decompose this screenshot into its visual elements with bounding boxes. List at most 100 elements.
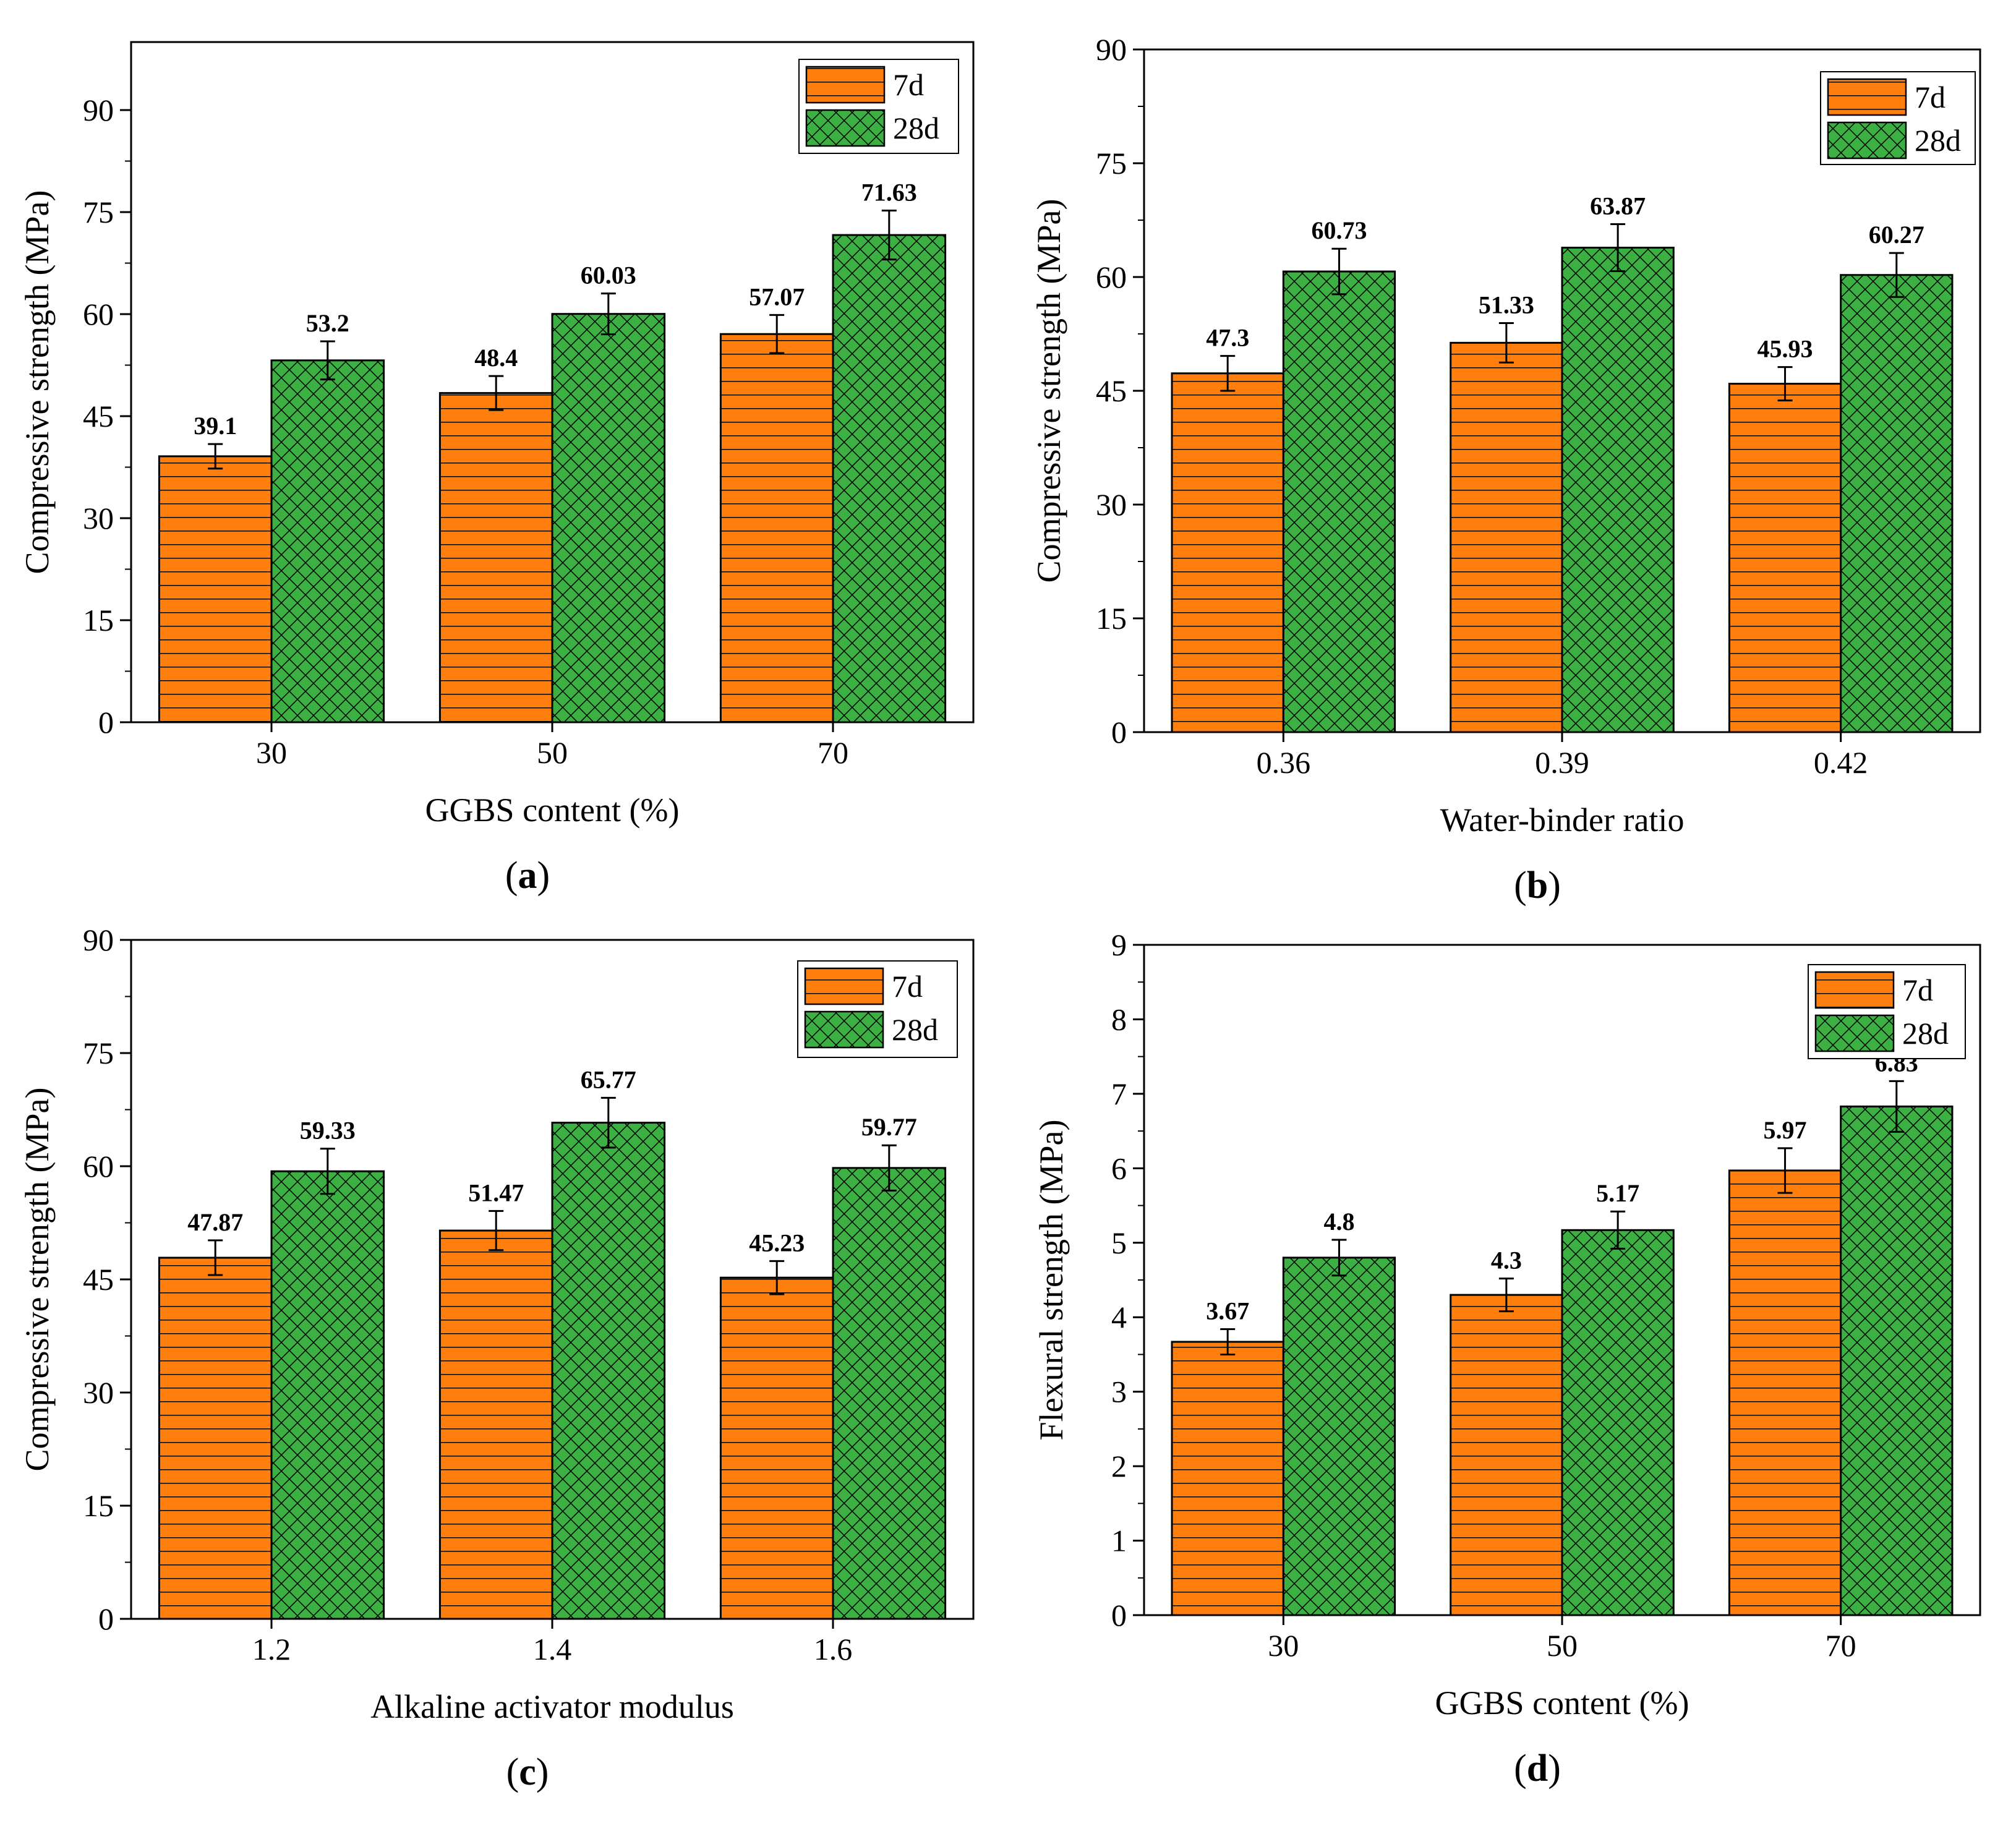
- y-axis-title: Compressive strength (MPa): [1030, 199, 1067, 583]
- x-tick-label: 0.36: [1257, 745, 1311, 780]
- value-label: 63.87: [1590, 192, 1646, 220]
- y-tick-label: 75: [83, 1036, 114, 1070]
- panel-label: (a): [505, 855, 550, 897]
- bar-28d-70: [832, 234, 947, 723]
- panel-b: 47.3 60.73 0.36 51.33 63.87 0.39 45.93 60.27 0.4…: [1030, 32, 1981, 907]
- y-tick-label: 7: [1111, 1077, 1127, 1111]
- value-label: 5.17: [1596, 1179, 1639, 1207]
- panel-d: 3.674.8304.35.17505.976.83700123456789GG…: [1033, 928, 1981, 1790]
- y-tick-label: 60: [1096, 260, 1127, 294]
- legend-swatch-28d: [804, 1010, 884, 1049]
- x-tick-label: 50: [537, 735, 568, 770]
- x-tick-label: 30: [256, 735, 287, 770]
- x-axis-title: GGBS content (%): [425, 791, 680, 829]
- legend-swatch-28d: [1814, 1014, 1895, 1052]
- legend-swatch-28d: [805, 109, 886, 147]
- value-label: 3.67: [1206, 1297, 1249, 1325]
- value-label: 59.77: [861, 1113, 917, 1141]
- y-tick-label: 90: [83, 93, 114, 127]
- value-label: 45.93: [1758, 335, 1813, 363]
- y-tick-label: 75: [83, 195, 114, 229]
- bar-28d-1.4: [551, 1122, 666, 1620]
- value-label: 5.97: [1764, 1116, 1807, 1144]
- legend-swatch-28d: [1827, 121, 1907, 160]
- bar-28d-50: [1561, 1229, 1675, 1616]
- x-axis-title: Water-binder ratio: [1440, 801, 1685, 838]
- y-tick-label: 45: [83, 399, 114, 433]
- y-tick-label: 6: [1111, 1151, 1127, 1185]
- y-tick-label: 45: [1096, 373, 1127, 408]
- panel-c: 47.87 59.33 1.2 51.47 65.77 1.4 45.23 59.77 1.6 0…: [19, 923, 975, 1793]
- legend-label: 28d: [893, 111, 939, 145]
- x-tick-label: 0.39: [1535, 745, 1589, 780]
- value-label: 51.33: [1479, 291, 1534, 318]
- y-tick-label: 90: [1096, 32, 1127, 67]
- bar-28d-50: [551, 313, 666, 723]
- bar-7d-70: [719, 333, 834, 723]
- legend-label: 7d: [893, 67, 924, 102]
- x-axis-title: Alkaline activator modulus: [370, 1688, 734, 1725]
- y-tick-label: 4: [1111, 1300, 1127, 1334]
- y-tick-label: 0: [98, 705, 114, 740]
- value-label: 4.8: [1323, 1208, 1354, 1235]
- value-label: 39.1: [194, 412, 237, 440]
- legend-label: 7d: [1915, 80, 1946, 114]
- y-tick-label: 15: [83, 1488, 114, 1523]
- y-tick-label: 3: [1111, 1375, 1127, 1409]
- legend-label: 28d: [1915, 123, 1961, 158]
- y-tick-label: 9: [1111, 928, 1127, 962]
- y-tick-label: 30: [83, 1375, 114, 1410]
- bar-7d-1.6: [719, 1276, 834, 1620]
- bar-7d-50: [1450, 1294, 1563, 1616]
- legend-swatch-7d: [1814, 971, 1895, 1009]
- bar-7d-30: [1171, 1341, 1284, 1616]
- bar-7d-1.4: [438, 1229, 553, 1620]
- panel-label: (d): [1514, 1747, 1561, 1790]
- x-tick-label: 1.4: [533, 1632, 572, 1666]
- x-tick-label: 50: [1547, 1628, 1578, 1663]
- value-label: 59.33: [300, 1117, 356, 1145]
- x-axis-title: GGBS content (%): [1435, 1684, 1689, 1721]
- bar-28d-70: [1840, 1105, 1954, 1616]
- y-tick-label: 15: [1096, 601, 1127, 636]
- bar-7d-0.39: [1450, 341, 1563, 733]
- y-tick-label: 15: [83, 603, 114, 638]
- bar-7d-30: [158, 455, 273, 723]
- bar-28d-1.2: [270, 1170, 385, 1620]
- bar-7d-0.36: [1171, 372, 1284, 733]
- value-label: 57.07: [749, 283, 805, 310]
- y-tick-label: 30: [83, 501, 114, 535]
- x-tick-label: 30: [1268, 1628, 1299, 1663]
- x-tick-label: 1.2: [252, 1632, 291, 1666]
- y-tick-label: 60: [83, 1149, 114, 1184]
- bar-28d-0.39: [1561, 247, 1675, 733]
- legend-label: 7d: [892, 969, 923, 1004]
- bar-28d-1.6: [832, 1167, 947, 1620]
- y-tick-label: 5: [1111, 1226, 1127, 1260]
- panel-label: (b): [1514, 864, 1561, 907]
- bar-7d-50: [438, 392, 553, 723]
- y-axis-title: Compressive strength (MPa): [19, 1088, 56, 1472]
- value-label: 60.03: [581, 262, 636, 289]
- legend-swatch-7d: [804, 967, 884, 1005]
- legend-swatch-7d: [1827, 78, 1907, 116]
- value-label: 71.63: [861, 178, 917, 206]
- value-label: 65.77: [581, 1065, 636, 1093]
- value-label: 45.23: [749, 1229, 805, 1256]
- y-axis-title: Flexural strength (MPa): [1033, 1120, 1070, 1441]
- y-tick-label: 75: [1096, 146, 1127, 181]
- bar-28d-0.36: [1282, 270, 1396, 733]
- value-label: 4.3: [1491, 1247, 1522, 1274]
- x-tick-label: 70: [818, 735, 848, 770]
- panel-label: (c): [506, 1751, 549, 1793]
- value-label: 60.73: [1311, 216, 1367, 244]
- value-label: 51.47: [468, 1179, 524, 1206]
- y-axis-title: Compressive strength (MPa): [19, 190, 56, 574]
- y-tick-label: 2: [1111, 1449, 1127, 1483]
- y-tick-label: 30: [1096, 487, 1127, 522]
